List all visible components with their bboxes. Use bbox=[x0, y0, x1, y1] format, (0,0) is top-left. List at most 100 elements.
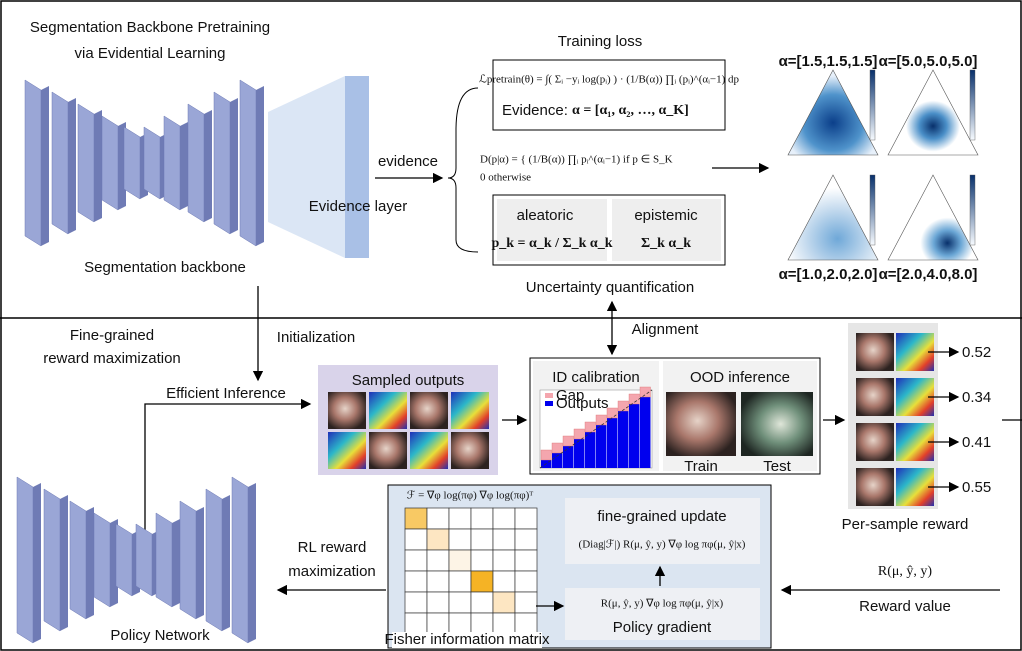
bottom-panel: Fine-grained reward maximization Initial… bbox=[16, 286, 1022, 649]
layer-face bbox=[179, 500, 197, 620]
layer-face bbox=[16, 476, 34, 644]
evidence-layer-label: Evidence layer bbox=[309, 198, 407, 215]
aleatoric-formula: p_k = α_k / Σ_k α_k bbox=[491, 236, 612, 251]
matrix-cell bbox=[404, 507, 428, 530]
gap-bar bbox=[606, 407, 618, 419]
layer-face bbox=[24, 79, 42, 247]
loss-formula: ℒpretrain(θ) = ∫( Σᵢ −yᵢ log(pᵢ) ) · (1/… bbox=[479, 74, 740, 86]
matrix-cell bbox=[470, 528, 494, 551]
fisher-label-bg bbox=[392, 632, 542, 648]
ood-label: OOD inference bbox=[690, 369, 790, 386]
dirichlet-formula: D(p|α) = { (1/B(α)) ∏ᵢ pᵢ^(αᵢ−1) if p ∈ … bbox=[480, 154, 673, 166]
matrix-cell bbox=[492, 507, 516, 530]
gap-bar bbox=[595, 414, 607, 426]
output-bar bbox=[596, 425, 607, 468]
matrix-cell bbox=[492, 549, 516, 572]
matrix-cell bbox=[404, 528, 428, 551]
diagonal bbox=[539, 389, 653, 469]
evidence-text: Evidence: bbox=[502, 102, 568, 119]
layer-side bbox=[222, 495, 230, 631]
matrix-cell bbox=[426, 570, 450, 593]
matrix-cell bbox=[470, 549, 494, 572]
layer-side bbox=[248, 483, 256, 643]
dirichlet-formula: 0 otherwise bbox=[480, 172, 531, 184]
gap-bar bbox=[562, 435, 574, 447]
gap-bar bbox=[573, 428, 585, 440]
layer-side bbox=[68, 98, 76, 234]
reward-formula: R(μ, ŷ, y) bbox=[878, 564, 933, 579]
layer-side bbox=[94, 110, 102, 222]
gradient-title: Policy gradient bbox=[613, 619, 712, 636]
sample-image bbox=[451, 392, 489, 429]
matrix-cell bbox=[448, 570, 472, 593]
backbone-label: Segmentation backbone bbox=[84, 259, 246, 276]
matrix-cell bbox=[426, 591, 450, 614]
matrix-cell bbox=[404, 570, 428, 593]
gap-bar bbox=[540, 449, 552, 461]
aleatoric-box bbox=[497, 199, 607, 261]
output-bar bbox=[563, 446, 574, 468]
arrow bbox=[144, 398, 312, 555]
initialization-label: Initialization bbox=[277, 329, 355, 346]
evidence-formula: α = [α₁, α₂, …, α_K] bbox=[572, 103, 689, 118]
matrix-cell bbox=[492, 591, 516, 614]
matrix-cell bbox=[514, 549, 538, 572]
dirichlet-plots: α=[1.5,1.5,1.5] α=[5.0,5.0,5.0] α=[1.0,2.0… bbox=[779, 53, 979, 283]
legend-gap bbox=[545, 393, 553, 398]
test-label: Test bbox=[763, 458, 791, 475]
matrix-cell bbox=[404, 549, 428, 572]
sample-image bbox=[856, 468, 894, 506]
sample-image bbox=[856, 378, 894, 416]
layer-face bbox=[155, 512, 173, 608]
layer-face bbox=[163, 115, 181, 211]
output-bar bbox=[552, 453, 563, 468]
simplex bbox=[787, 174, 879, 261]
layer-side bbox=[204, 110, 212, 222]
legend-label: Outputs bbox=[556, 395, 609, 412]
layer-face bbox=[77, 103, 95, 223]
layer-side bbox=[60, 495, 68, 631]
epistemic-box bbox=[612, 199, 721, 261]
sample-image bbox=[328, 432, 366, 469]
gradient-box bbox=[565, 588, 760, 640]
gap-bar bbox=[639, 386, 651, 398]
matrix-cell bbox=[426, 549, 450, 572]
matrix-cell bbox=[448, 549, 472, 572]
colorbar bbox=[869, 174, 876, 246]
matrix-cell bbox=[426, 528, 450, 551]
matrix-cell bbox=[492, 570, 516, 593]
layer-side bbox=[180, 122, 188, 210]
layer-face bbox=[205, 488, 223, 632]
train-image bbox=[666, 392, 736, 456]
layer-face bbox=[135, 523, 153, 597]
panel-title: reward maximization bbox=[43, 350, 181, 367]
sampled-outputs-label: Sampled outputs bbox=[352, 372, 465, 389]
layer-side bbox=[33, 483, 41, 643]
layer-side bbox=[196, 507, 204, 619]
output-bar bbox=[574, 439, 585, 468]
layer-face bbox=[213, 91, 231, 235]
reward-value: 0.34 bbox=[962, 389, 991, 406]
matrix-cell bbox=[470, 591, 494, 614]
gradient-formula: R(μ, ŷ, y) ∇φ log πφ(μ, ŷ|x) bbox=[601, 598, 724, 610]
id-calibration-label: ID calibration bbox=[552, 369, 640, 386]
simplex bbox=[887, 69, 979, 156]
reward-value-label: Reward value bbox=[859, 598, 951, 615]
matrix-cell bbox=[470, 570, 494, 593]
sample-image bbox=[328, 392, 366, 429]
alignment-label: Alignment bbox=[632, 321, 700, 338]
epistemic-formula: Σ_k α_k bbox=[641, 236, 691, 251]
update-title: fine-grained update bbox=[597, 508, 726, 525]
matrix-cell bbox=[514, 507, 538, 530]
plot-label: α=[1.5,1.5,1.5] bbox=[779, 53, 878, 70]
layer-side bbox=[256, 86, 264, 246]
panel-title: Segmentation Backbone Pretraining bbox=[30, 19, 270, 36]
sample-heatmap bbox=[896, 333, 934, 371]
panel-title: Fine-grained bbox=[70, 327, 154, 344]
layer-side bbox=[230, 98, 238, 234]
fisher-matrix bbox=[404, 507, 538, 635]
layer-face bbox=[93, 512, 111, 608]
output-bar bbox=[585, 432, 596, 468]
